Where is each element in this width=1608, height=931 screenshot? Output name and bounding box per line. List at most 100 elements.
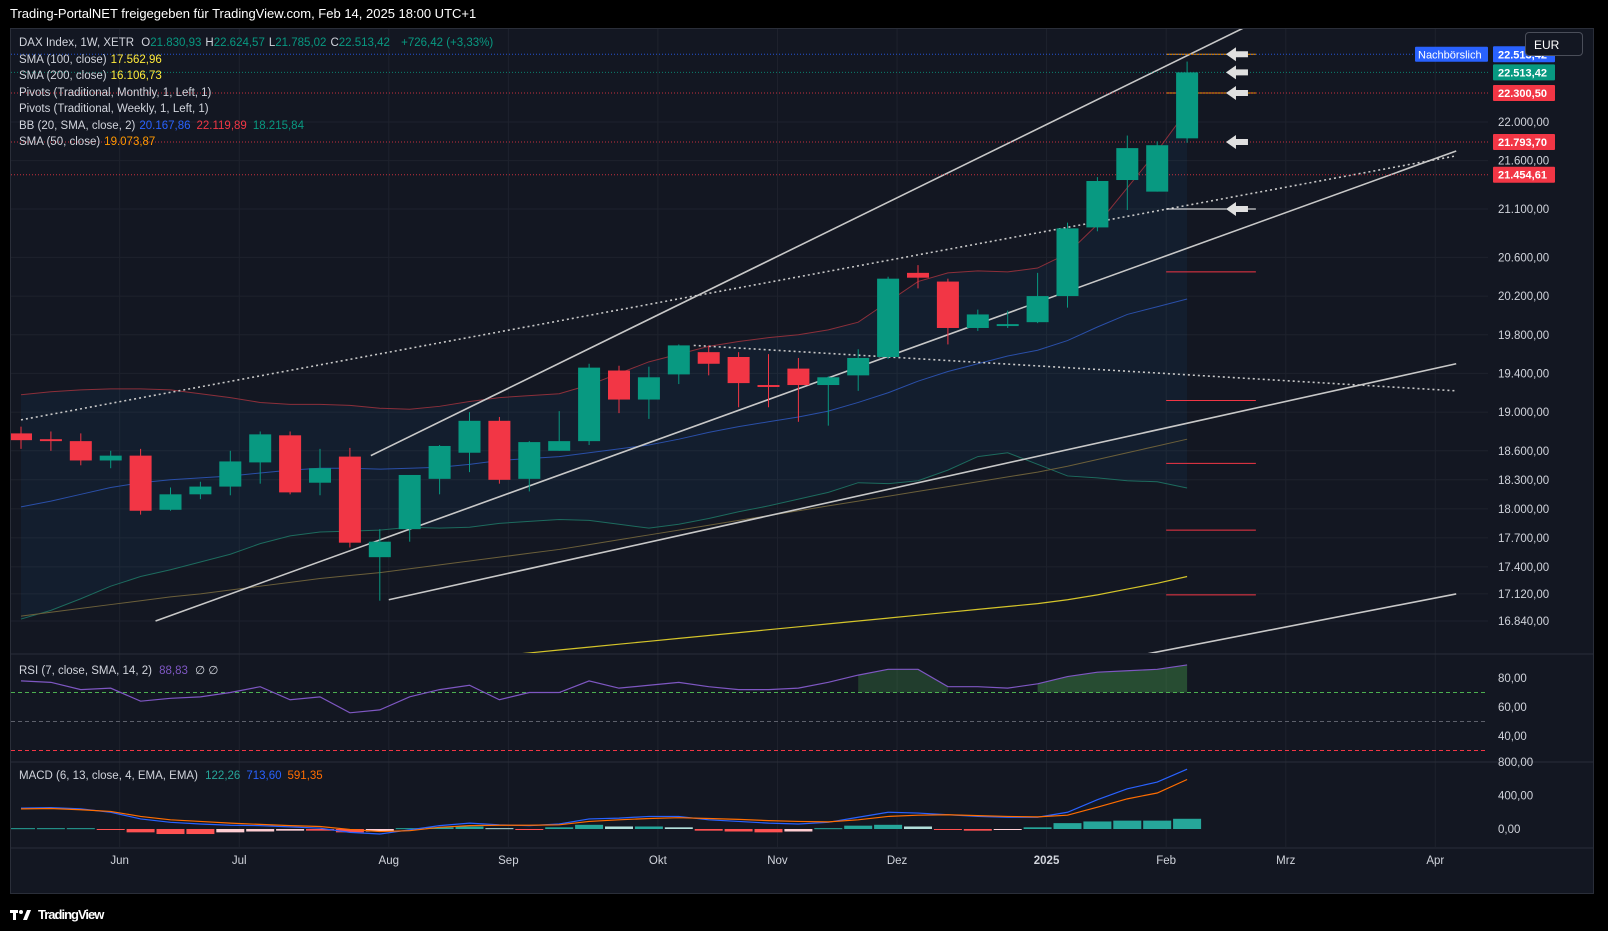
- rsi-tick-label: 80,00: [1498, 673, 1527, 685]
- indicator-label: Pivots (Traditional, Weekly, 1, Left, 1): [19, 103, 209, 115]
- chart-svg[interactable]: 22.000,00 21.600,00 21.100,00 20.600,00 20.2…: [11, 29, 1593, 893]
- macd-hist-bar: [1173, 818, 1202, 829]
- indicator-label: SMA (50, close): [19, 136, 101, 148]
- rsi-legend[interactable]: RSI (7, close, SMA, 14, 2) 88,83 ∅ ∅: [19, 663, 222, 677]
- macd-hist-bar: [395, 828, 424, 830]
- macd-hist-bar: [515, 829, 544, 830]
- indicator-value: 18.215,84: [252, 119, 304, 132]
- currency-button[interactable]: EUR: [1525, 32, 1583, 56]
- price-tag: [1493, 166, 1555, 183]
- macd-tick-label: 800,00: [1498, 757, 1533, 769]
- symbol-legend-row[interactable]: DAX Index, 1W, XETR O21.830,93 H22.624,57…: [19, 35, 497, 52]
- macd-values: 122,26 713,60 591,35: [205, 770, 329, 782]
- indicator-row[interactable]: SMA (50, close) 19.073,87: [19, 134, 497, 151]
- macd-tick-label: 0,00: [1498, 824, 1520, 836]
- macd-hist-bar: [874, 824, 903, 829]
- candle-body: [667, 345, 690, 375]
- macd-hist-bar: [216, 829, 245, 833]
- candle-body: [936, 281, 959, 328]
- arrow-marker-icon: [1225, 202, 1248, 217]
- indicator-row[interactable]: BB (20, SMA, close, 2) 20.167,86 22.119,89…: [19, 118, 497, 135]
- footer: TradingView: [0, 898, 1608, 931]
- trend-line: [693, 344, 1457, 392]
- candle-body: [338, 456, 361, 543]
- candle-body: [847, 357, 870, 376]
- macd-signal-line: [20, 778, 1188, 833]
- macd-hist-bar: [1083, 821, 1112, 829]
- rsi-line: [20, 664, 1188, 714]
- trend-line: [388, 362, 1457, 601]
- price-tick-label: 21.100,00: [1498, 204, 1549, 216]
- macd-legend[interactable]: MACD (6, 13, close, 4, EMA, EMA) 122,26 7…: [19, 770, 333, 782]
- candle-body: [996, 324, 1019, 327]
- macd-hist-bar: [96, 829, 125, 830]
- macd-hist-bar: [36, 828, 65, 830]
- time-tick-label: Nov: [767, 855, 788, 867]
- candle-body: [877, 278, 900, 357]
- indicator-label: BB (20, SMA, close, 2): [19, 119, 136, 132]
- macd-value: 591,35: [287, 770, 323, 782]
- candle-body: [129, 455, 152, 511]
- candle-body: [608, 370, 630, 400]
- candle-body: [219, 461, 242, 487]
- macd-hist-bar: [993, 829, 1022, 830]
- candle-body: [757, 385, 780, 387]
- trend-line: [1147, 593, 1457, 653]
- ohlc-key: O: [141, 37, 151, 49]
- chart-container[interactable]: 22.000,00 21.600,00 21.100,00 20.600,00 20.2…: [10, 28, 1594, 894]
- candle-body: [189, 486, 212, 495]
- candle-body: [1056, 228, 1079, 297]
- macd-hist-bar: [246, 829, 275, 832]
- tradingview-logo-icon: [10, 909, 31, 920]
- time-tick-label: 2025: [1034, 855, 1060, 867]
- time-tick-label: Okt: [649, 855, 668, 867]
- bb-fill: [21, 110, 1188, 620]
- indicator-row[interactable]: SMA (100, close) 17.562,96: [19, 52, 497, 69]
- macd-hist-bar: [933, 829, 962, 830]
- macd-hist-bar: [694, 829, 723, 831]
- candle-body: [787, 368, 810, 386]
- candle-body: [1146, 145, 1169, 192]
- price-tick-label: 16.840,00: [1498, 616, 1549, 628]
- candle-body: [279, 435, 302, 493]
- macd-hist-bar: [575, 824, 604, 829]
- macd-hist-bar: [844, 825, 873, 829]
- rsi-label: RSI (7, close, SMA, 14, 2): [19, 665, 152, 677]
- rsi-overbought-fill: [858, 669, 948, 693]
- macd-hist-bar: [724, 829, 753, 832]
- ohlc-key: H: [205, 37, 214, 49]
- trend-line: [370, 29, 1244, 457]
- candle-body: [1116, 148, 1139, 181]
- price-tag-label: 22.513,42: [1498, 67, 1547, 79]
- ohlc-o: O21.830,93: [141, 37, 201, 49]
- macd-hist-bar: [1113, 820, 1142, 829]
- macd-hist-bar: [156, 829, 185, 835]
- candle-body: [11, 433, 32, 441]
- ohlc-value: 22.624,57: [213, 37, 265, 49]
- macd-hist-bar: [605, 826, 633, 829]
- main-pane: [11, 29, 1488, 653]
- price-tick-label: 21.600,00: [1498, 156, 1549, 168]
- trend-line: [20, 155, 1457, 421]
- time-tick-label: Feb: [1156, 855, 1176, 867]
- ohlc-c: C22.513,42: [330, 37, 389, 49]
- macd-hist-bar: [1143, 820, 1172, 829]
- candle-body: [428, 445, 451, 479]
- price-tag-label: 21.793,70: [1498, 137, 1547, 149]
- indicator-value: 16.106,73: [110, 70, 162, 82]
- grid-lines: [11, 29, 1488, 847]
- time-tick-label: Dez: [887, 855, 908, 867]
- candle-body: [249, 434, 272, 463]
- macd-hist-bar: [306, 829, 334, 831]
- candle-body: [966, 314, 989, 328]
- time-tick-label: Jun: [110, 855, 129, 867]
- candle-body: [309, 468, 331, 483]
- macd-value: 122,26: [205, 770, 241, 782]
- price-tag-label: 22.300,50: [1498, 88, 1547, 100]
- macd-hist-bar: [545, 827, 574, 829]
- indicator-row[interactable]: SMA (200, close) 16.106,73: [19, 68, 497, 85]
- indicator-row[interactable]: Pivots (Traditional, Monthly, 1, Left, 1…: [19, 85, 497, 102]
- candle-body: [907, 272, 929, 278]
- macd-hist-bar: [634, 826, 663, 829]
- indicator-row[interactable]: Pivots (Traditional, Weekly, 1, Left, 1): [19, 101, 497, 118]
